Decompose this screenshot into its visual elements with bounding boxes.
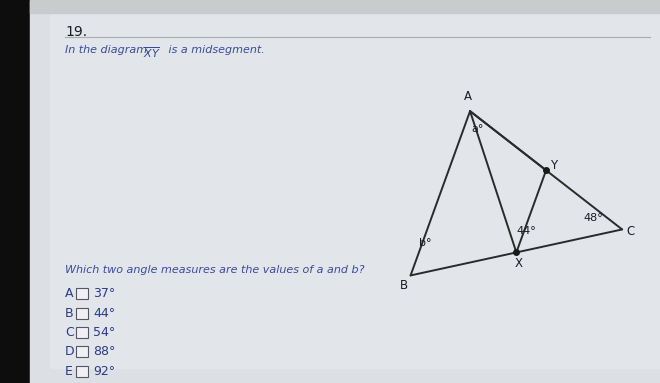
Text: 37°: 37° [93, 287, 115, 300]
Text: 48°: 48° [583, 213, 603, 223]
Bar [30, 0, 660, 13]
Text: B: B [400, 279, 408, 292]
Text: X: X [515, 257, 523, 270]
Text: $\overline{XY}$: $\overline{XY}$ [143, 45, 160, 60]
Text: 54°: 54° [93, 326, 115, 339]
Text: Which two angle measures are the values of a and b?: Which two angle measures are the values … [65, 265, 364, 275]
Text: Y: Y [550, 159, 558, 172]
FancyBboxPatch shape [76, 346, 88, 357]
Text: b°: b° [419, 237, 432, 247]
Text: is a midsegment.: is a midsegment. [165, 45, 265, 55]
Text: 19.: 19. [65, 25, 87, 39]
Text: A: A [65, 287, 73, 300]
Text: 44°: 44° [93, 307, 115, 320]
Text: 44°: 44° [516, 226, 536, 236]
FancyBboxPatch shape [76, 327, 88, 338]
Text: A: A [464, 90, 472, 103]
Text: D: D [65, 345, 75, 358]
FancyBboxPatch shape [76, 308, 88, 319]
Text: 88°: 88° [93, 345, 115, 358]
Text: 92°: 92° [93, 365, 115, 378]
FancyBboxPatch shape [76, 366, 88, 377]
Text: B: B [65, 307, 74, 320]
FancyBboxPatch shape [76, 288, 88, 299]
Bar [0, 0, 30, 383]
Text: E: E [65, 365, 73, 378]
Text: C: C [626, 224, 634, 237]
Text: In the diagram,: In the diagram, [65, 45, 154, 55]
Text: a°: a° [472, 124, 484, 134]
Text: C: C [65, 326, 74, 339]
